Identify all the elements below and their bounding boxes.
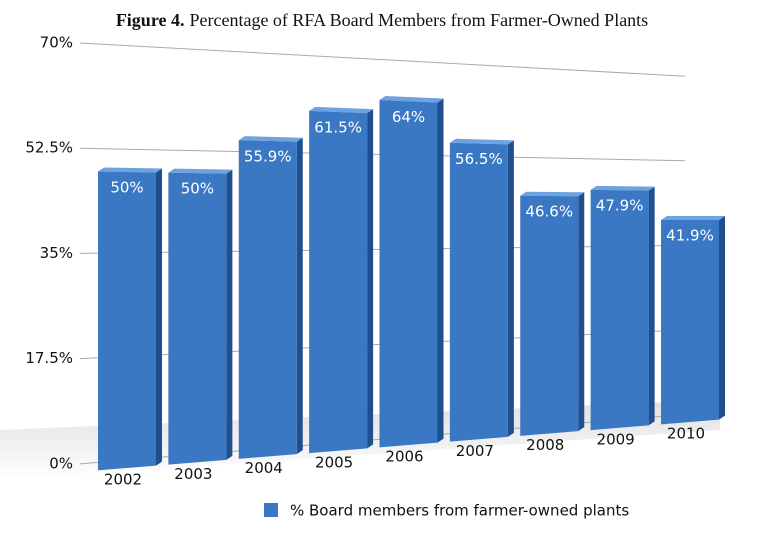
bar-side — [437, 98, 444, 443]
bar — [590, 189, 649, 431]
bar-side — [648, 186, 655, 426]
grid-line — [79, 42, 686, 77]
bar-top — [590, 185, 655, 191]
bar-side — [507, 140, 514, 437]
bar-top — [168, 168, 233, 174]
title-text: Percentage of RFA Board Members from Far… — [189, 10, 648, 30]
x-tick-label: 2007 — [456, 442, 494, 460]
chart-title: Figure 4. Percentage of RFA Board Members… — [116, 10, 648, 30]
bar — [238, 140, 297, 459]
bar — [168, 172, 227, 465]
x-tick-label: 2010 — [667, 425, 705, 443]
value-label: 61.5% — [314, 119, 362, 137]
x-tick-label: 2003 — [174, 465, 212, 483]
bar — [661, 219, 719, 425]
bar-side — [367, 109, 374, 449]
bar — [379, 100, 438, 448]
value-label: 50% — [110, 179, 143, 197]
y-tick-label: 52.5% — [25, 139, 73, 157]
value-label: 47.9% — [596, 197, 644, 215]
bar-side — [719, 216, 725, 420]
bar-side — [156, 168, 162, 466]
bar-top — [661, 215, 725, 221]
bar-top — [238, 136, 303, 142]
bar-top — [309, 106, 374, 114]
bar — [520, 195, 579, 436]
legend-label: % Board members from farmer-owned plants — [290, 502, 629, 520]
bar-top — [98, 167, 162, 173]
bar — [449, 142, 508, 442]
bar-top — [520, 191, 585, 197]
x-tick-label: 2005 — [315, 453, 353, 471]
bar-side — [296, 137, 303, 455]
y-tick-label: 35% — [40, 244, 73, 262]
y-tick-label: 70% — [40, 34, 73, 52]
bar-top — [449, 138, 514, 145]
x-tick-label: 2009 — [597, 430, 635, 448]
value-label: 50% — [181, 180, 214, 198]
value-label: 41.9% — [666, 227, 714, 245]
bar-side — [226, 169, 233, 460]
value-label: 56.5% — [455, 150, 503, 168]
x-tick-label: 2006 — [385, 448, 423, 466]
y-tick-label: 17.5% — [25, 349, 73, 367]
figure-label: Figure 4. — [116, 10, 185, 30]
x-tick-label: 2008 — [526, 436, 564, 454]
legend-swatch — [264, 503, 278, 517]
value-label: 46.6% — [525, 203, 573, 221]
y-tick-label: 0% — [49, 454, 73, 472]
value-label: 55.9% — [244, 147, 292, 165]
x-tick-label: 2002 — [104, 471, 142, 489]
value-label: 64% — [392, 108, 425, 126]
bar-side — [578, 192, 585, 432]
bar — [309, 110, 368, 454]
bar — [98, 171, 156, 471]
bar-top — [379, 96, 444, 103]
x-tick-label: 2004 — [245, 459, 283, 477]
bars: 50% 2002 50% 2003 55.9% 2004 61.5% 2005 64% 2006 5… — [98, 96, 725, 489]
